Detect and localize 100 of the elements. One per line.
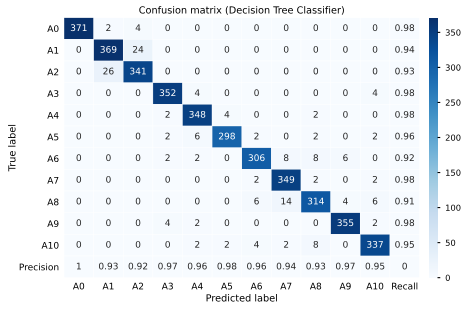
data-label: 0 xyxy=(343,176,348,183)
data-label: 0 xyxy=(136,198,140,204)
data-label: 4 xyxy=(342,198,348,204)
data-label: 6 xyxy=(372,198,378,204)
data-label: 0 xyxy=(165,24,170,32)
color-bar-label: 150 xyxy=(446,170,460,176)
data-label: 371 xyxy=(70,24,87,32)
data-label: 0 xyxy=(254,24,259,32)
data-label: 0.94 xyxy=(395,46,414,53)
data-label: 0.92 xyxy=(128,262,148,270)
data-label: 0 xyxy=(284,68,288,74)
data-label: 0 xyxy=(106,132,111,140)
x-tick-label: A10 xyxy=(366,282,384,290)
data-label: 6 xyxy=(195,132,200,140)
data-label: 0.91 xyxy=(395,198,414,204)
data-label: 0 xyxy=(343,46,348,53)
data-label: 306 xyxy=(248,154,265,162)
data-label: 24 xyxy=(132,46,144,53)
data-label: 0 xyxy=(314,219,318,226)
data-label: 2 xyxy=(372,176,378,183)
data-label: 0 xyxy=(372,24,378,32)
data-label: 1 xyxy=(76,262,81,270)
color-bar-label: 100 xyxy=(446,204,460,211)
data-label: 0.97 xyxy=(336,262,355,270)
color-bar-label: 0 xyxy=(446,274,450,281)
data-label: 0 xyxy=(106,89,111,96)
data-label: 0 xyxy=(136,219,140,226)
data-label: 337 xyxy=(367,240,383,248)
data-label: 0.97 xyxy=(158,262,177,270)
data-label: 0 xyxy=(314,68,318,74)
color-bar-label: 350 xyxy=(446,29,460,36)
x-tick-label: A3 xyxy=(162,282,173,290)
data-label: 2 xyxy=(165,154,170,161)
data-label: 4 xyxy=(165,219,170,226)
data-label: 2 xyxy=(284,240,288,248)
data-label: 0 xyxy=(195,46,200,53)
data-label: 4 xyxy=(194,89,200,96)
data-label: 26 xyxy=(103,68,114,74)
data-label: 2 xyxy=(314,176,318,183)
data-label: 0 xyxy=(76,89,82,96)
y-tick-label: A2 xyxy=(47,68,58,76)
data-label: 2 xyxy=(314,132,318,140)
data-label: 4 xyxy=(254,241,259,248)
x-tick-label: A0 xyxy=(72,282,84,290)
data-label: 0.98 xyxy=(395,110,414,118)
data-label: 0 xyxy=(284,46,288,53)
data-label: 0.96 xyxy=(247,262,266,270)
data-label: 0.93 xyxy=(98,262,118,270)
data-label: 8 xyxy=(314,154,318,162)
data-label: 0 xyxy=(76,219,82,226)
x-tick-label: A8 xyxy=(310,282,322,290)
data-label: 0 xyxy=(284,110,288,118)
y-tick-label: A1 xyxy=(47,47,58,54)
data-label: 348 xyxy=(189,110,206,118)
data-label: 0 xyxy=(372,110,378,118)
data-label: 4 xyxy=(372,89,378,96)
data-label: 352 xyxy=(160,89,176,96)
x-tick-label: Recall xyxy=(392,282,418,290)
data-label: 2 xyxy=(195,240,200,248)
data-label: 2 xyxy=(314,110,318,118)
data-label: 2 xyxy=(165,110,170,118)
y-tick-label: A5 xyxy=(47,134,58,140)
data-label: 0 xyxy=(165,46,170,53)
data-label: 0 xyxy=(136,176,140,183)
data-label: 0 xyxy=(284,89,288,96)
data-label: 2 xyxy=(106,24,110,31)
data-label: 0 xyxy=(106,176,111,183)
data-label: 4 xyxy=(136,24,140,31)
data-label: 0.96 xyxy=(188,262,207,270)
y-tick-label: A8 xyxy=(47,198,59,206)
color-bar-label: 200 xyxy=(446,134,460,141)
data-label: 0 xyxy=(224,46,230,53)
data-label: 0 xyxy=(254,46,259,53)
data-label: 0 xyxy=(76,240,82,248)
x-tick-label: A6 xyxy=(250,282,262,290)
data-label: 2 xyxy=(254,176,259,183)
y-tick-label: A9 xyxy=(47,220,58,228)
data-label: 0.94 xyxy=(276,262,296,270)
data-label: 6 xyxy=(343,154,348,162)
data-label: 0 xyxy=(165,198,170,204)
data-label: 8 xyxy=(314,240,318,248)
data-label: 0 xyxy=(76,110,82,118)
y-tick-label: A3 xyxy=(47,90,58,98)
data-label: 4 xyxy=(224,111,230,118)
data-label: 0 xyxy=(136,89,140,96)
data-label: 0.92 xyxy=(395,154,414,162)
data-label: 0 xyxy=(195,24,200,32)
data-label: 2 xyxy=(254,132,259,140)
data-label: 0 xyxy=(165,176,170,183)
data-label: 0.95 xyxy=(366,262,384,270)
data-label: 355 xyxy=(338,219,354,226)
data-label: 2 xyxy=(372,132,378,140)
data-label: 0 xyxy=(254,68,259,74)
data-label: 0 xyxy=(224,24,230,32)
y-tick-label: Precision xyxy=(20,263,58,270)
data-label: 0 xyxy=(224,176,230,183)
data-label: 0 xyxy=(195,198,200,204)
data-label: 0 xyxy=(106,154,111,162)
data-label: 2 xyxy=(195,219,200,226)
data-label: 0 xyxy=(195,68,200,74)
